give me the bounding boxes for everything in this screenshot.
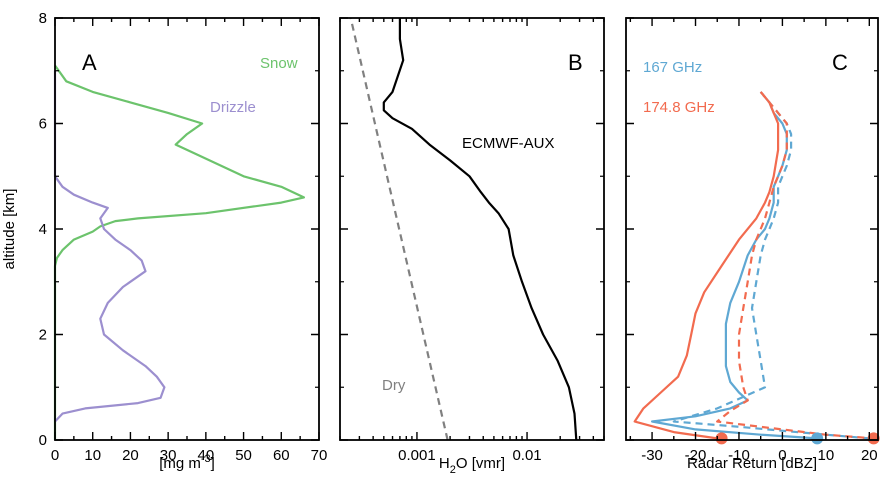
x-tick-label: 10 (818, 447, 835, 464)
x-tick-label: 70 (311, 447, 328, 464)
x-tick-label: 0.001 (398, 447, 436, 464)
y-tick-label: 8 (39, 10, 47, 27)
series-line-2-0 (650, 91, 818, 440)
legend-167ghz: 167 GHz (643, 59, 702, 76)
series-label-ecmwf-aux: ECMWF-AUX (462, 135, 555, 152)
x-tick-label: 0 (51, 447, 59, 464)
x-axis-label-a: [mg m-3] (159, 453, 215, 472)
panel-letter-b: B (568, 50, 583, 75)
y-tick-label: 6 (39, 116, 47, 133)
series-line-2-3 (716, 91, 874, 440)
x-tick-label: 50 (235, 447, 252, 464)
series-line-1-0 (382, 18, 578, 441)
x-axis-label-b: H2O [vmr] (439, 455, 505, 476)
x-tick-label: 0 (778, 447, 786, 464)
x-tick-label: -20 (685, 447, 707, 464)
series-line-0-0 (53, 64, 305, 440)
x-tick-label: 20 (861, 447, 878, 464)
legend-174-8ghz: 174.8 GHz (643, 99, 715, 116)
x-axis-label-c: Radar Return [dBZ] (687, 455, 817, 472)
panel-letter-a: A (82, 50, 97, 75)
series-line-2-2 (633, 91, 780, 440)
x-tick-label: 20 (122, 447, 139, 464)
series-label-drizzle: Drizzle (210, 99, 256, 116)
y-axis-label: altitude [km] (1, 189, 18, 270)
x-tick-label: -30 (641, 447, 663, 464)
marker-2 (867, 432, 880, 445)
marker-1 (811, 432, 824, 445)
y-tick-label: 2 (39, 327, 47, 344)
x-tick-label: 60 (273, 447, 290, 464)
y-tick-label: 4 (39, 221, 47, 238)
x-tick-label: 10 (84, 447, 101, 464)
marker-0 (715, 432, 728, 445)
x-tick-label: 30 (160, 447, 177, 464)
series-label-snow: Snow (260, 55, 298, 72)
x-tick-label: 40 (198, 447, 215, 464)
series-line-0-1 (53, 70, 166, 423)
x-tick-label: -10 (728, 447, 750, 464)
series-label-dry: Dry (382, 377, 406, 394)
series-line-2-1 (672, 91, 870, 440)
y-tick-label: 0 (39, 432, 47, 449)
series-line-1-1 (349, 17, 449, 441)
x-tick-label: 0.01 (512, 447, 541, 464)
panel-letter-c: C (832, 50, 848, 75)
plot-frame-2 (625, 17, 879, 441)
